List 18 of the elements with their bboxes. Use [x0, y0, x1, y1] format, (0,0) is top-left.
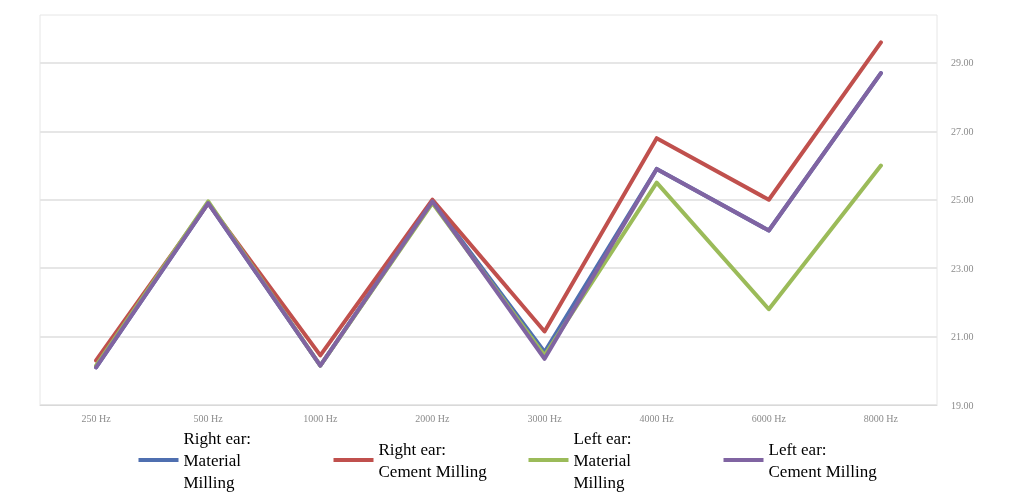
y-tick-label: 21.00	[951, 331, 974, 343]
y-tick-label: 19.00	[951, 399, 974, 411]
x-tick-label: 2000 Hz	[415, 412, 451, 424]
x-tick-label: 3000 Hz	[527, 412, 563, 424]
legend-label: Right ear: Cement Milling	[378, 439, 488, 481]
x-tick-label: 1000 Hz	[303, 412, 338, 424]
legend-label: Right ear: Material Milling	[183, 428, 256, 492]
x-tick-label: 8000 Hz	[863, 412, 899, 424]
y-tick-label: 23.00	[951, 262, 974, 274]
x-tick-label: 250 Hz	[81, 412, 112, 424]
legend-label: Left ear: Material Milling	[573, 428, 636, 492]
y-tick-label: 27.00	[951, 125, 974, 137]
x-tick-label: 4000 Hz	[639, 412, 675, 424]
x-tick-label: 6000 Hz	[751, 412, 787, 424]
legend-label: Left ear: Cement Milling	[768, 439, 878, 481]
x-tick-label: 500 Hz	[193, 412, 224, 424]
y-tick-label: 29.00	[951, 57, 974, 69]
y-tick-label: 25.00	[951, 194, 974, 206]
